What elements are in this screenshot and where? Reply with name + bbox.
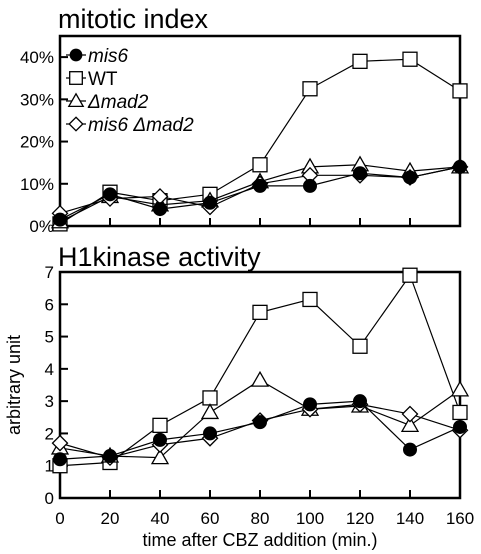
h1kinase-panel: H1kinase activity 0 1 2 3 4 5 6 7 0 20 40 60 80 100 1… xyxy=(4,242,474,550)
h1kinase-y-axis-label: arbitrary unit xyxy=(4,335,24,435)
mitotic-index-y-tick-label: 20% xyxy=(20,133,54,152)
h1kinase-x-axis: 0 20 40 60 80 100 120 140 160 xyxy=(55,490,474,528)
mitotic-index-point-mis6 xyxy=(103,187,117,202)
h1kinase-point-mis6 xyxy=(353,394,367,409)
mitotic-index-point-mis6 xyxy=(303,178,317,193)
mitotic-index-point-wt xyxy=(452,83,468,99)
h1kinase-x-axis-label: time after CBZ addition (min.) xyxy=(142,530,377,550)
mitotic-index-point-wt xyxy=(352,53,368,69)
mitotic-index-series xyxy=(50,51,470,232)
h1kinase-point-mis6 xyxy=(453,419,467,434)
legend-marker-wt xyxy=(69,71,83,85)
h1kinase-y-axis: 0 1 2 3 4 5 6 7 xyxy=(45,263,68,508)
mitotic-index-point-wt xyxy=(402,51,418,67)
mitotic-index-y-axis: 0% 10% 20% 30% 40% xyxy=(20,48,68,236)
h1kinase-point-wt xyxy=(252,304,268,321)
h1kinase-x-tick-label: 140 xyxy=(396,509,424,528)
h1kinase-y-tick-label: 4 xyxy=(45,360,54,379)
h1kinase-x-tick-label: 20 xyxy=(101,509,120,528)
h1kinase-title: H1kinase activity xyxy=(58,242,261,272)
h1kinase-point-wt xyxy=(402,267,418,283)
h1kinase-y-tick-label: 1 xyxy=(45,457,54,476)
h1kinase-point-mis6 xyxy=(53,452,67,467)
mitotic-index-point-wt xyxy=(252,157,268,173)
h1kinase-point-delta-mad2 xyxy=(400,416,420,433)
h1kinase-point-wt xyxy=(302,291,318,308)
mitotic-index-point-mis6 xyxy=(253,178,267,193)
h1kinase-point-wt xyxy=(152,417,168,434)
h1kinase-x-tick-label: 60 xyxy=(201,509,220,528)
h1kinase-x-tick-label: 160 xyxy=(446,509,474,528)
h1kinase-x-tick-label: 0 xyxy=(55,509,64,528)
h1kinase-point-mis6 xyxy=(103,449,117,464)
mitotic-index-point-mis6 xyxy=(203,195,217,210)
h1kinase-line-mis6 xyxy=(59,400,461,460)
mitotic-index-y-tick-label: 0% xyxy=(29,217,54,236)
mitotic-index-point-mis6 xyxy=(403,170,417,185)
h1kinase-point-wt xyxy=(202,390,218,406)
h1kinase-point-mis6 xyxy=(203,426,217,441)
h1kinase-point-wt xyxy=(352,338,368,354)
h1kinase-point-mis6-delta-mad2 xyxy=(51,434,69,452)
mitotic-index-y-tick-label: 10% xyxy=(20,175,54,194)
legend-marker-mis6 xyxy=(69,48,83,62)
mitotic-index-panel: mitotic index 0% 10% 20% 30% 40% mis6WTΔmad2… xyxy=(20,4,470,236)
h1kinase-y-tick-label: 0 xyxy=(45,489,54,508)
legend-marker-mis6-delta-mad2 xyxy=(68,116,84,132)
h1kinase-point-delta-mad2 xyxy=(450,380,470,397)
mitotic-index-series-mis6 xyxy=(53,159,467,227)
mitotic-index-point-mis6 xyxy=(453,159,467,174)
h1kinase-y-tick-label: 7 xyxy=(45,263,54,282)
mitotic-index-y-tick-label: 30% xyxy=(20,90,54,109)
mitotic-index-point-mis6 xyxy=(153,202,167,217)
mitotic-index-title: mitotic index xyxy=(58,4,209,34)
legend-marker-delta-mad2 xyxy=(67,92,85,108)
h1kinase-series-mis6 xyxy=(53,394,467,467)
legend-entry-wt: WT xyxy=(66,69,118,90)
legend-entry-mis6: mis6 xyxy=(66,46,129,67)
h1kinase-line-wt xyxy=(59,273,461,467)
h1kinase-y-tick-label: 5 xyxy=(45,328,54,347)
h1kinase-point-mis6 xyxy=(253,415,267,430)
legend-label-delta-mad2: Δmad2 xyxy=(87,92,149,113)
h1kinase-x-tick-label: 100 xyxy=(296,509,324,528)
h1kinase-point-wt xyxy=(452,404,468,421)
h1kinase-point-mis6 xyxy=(303,397,317,412)
legend-label-mis6-delta-mad2: mis6 Δmad2 xyxy=(88,115,194,136)
legend-entry-delta-mad2: Δmad2 xyxy=(66,92,149,113)
h1kinase-x-tick-label: 80 xyxy=(251,509,270,528)
h1kinase-point-delta-mad2 xyxy=(150,448,170,465)
legend-label-mis6: mis6 xyxy=(88,46,129,67)
h1kinase-point-delta-mad2 xyxy=(250,370,270,387)
mitotic-index-point-mis6 xyxy=(353,166,367,181)
h1kinase-series-wt xyxy=(52,267,468,474)
h1kinase-point-delta-mad2 xyxy=(200,403,220,420)
h1kinase-y-tick-label: 2 xyxy=(45,424,54,443)
h1kinase-x-tick-label: 120 xyxy=(346,509,374,528)
h1kinase-x-tick-label: 40 xyxy=(151,509,170,528)
h1kinase-y-tick-label: 3 xyxy=(45,392,54,411)
h1kinase-series xyxy=(50,267,470,474)
legend-label-wt: WT xyxy=(88,69,118,90)
h1kinase-y-tick-label: 6 xyxy=(45,295,54,314)
mitotic-index-y-tick-label: 40% xyxy=(20,48,54,67)
mitotic-index-line-wt xyxy=(59,58,461,225)
h1kinase-point-mis6 xyxy=(403,442,417,457)
h1kinase-point-mis6 xyxy=(153,432,167,447)
h1kinase-point-mis6-delta-mad2 xyxy=(401,405,419,423)
mitotic-index-point-mis6 xyxy=(53,212,67,227)
legend-entry-mis6-delta-mad2: mis6 Δmad2 xyxy=(66,115,194,136)
mitotic-index-point-wt xyxy=(302,81,318,97)
